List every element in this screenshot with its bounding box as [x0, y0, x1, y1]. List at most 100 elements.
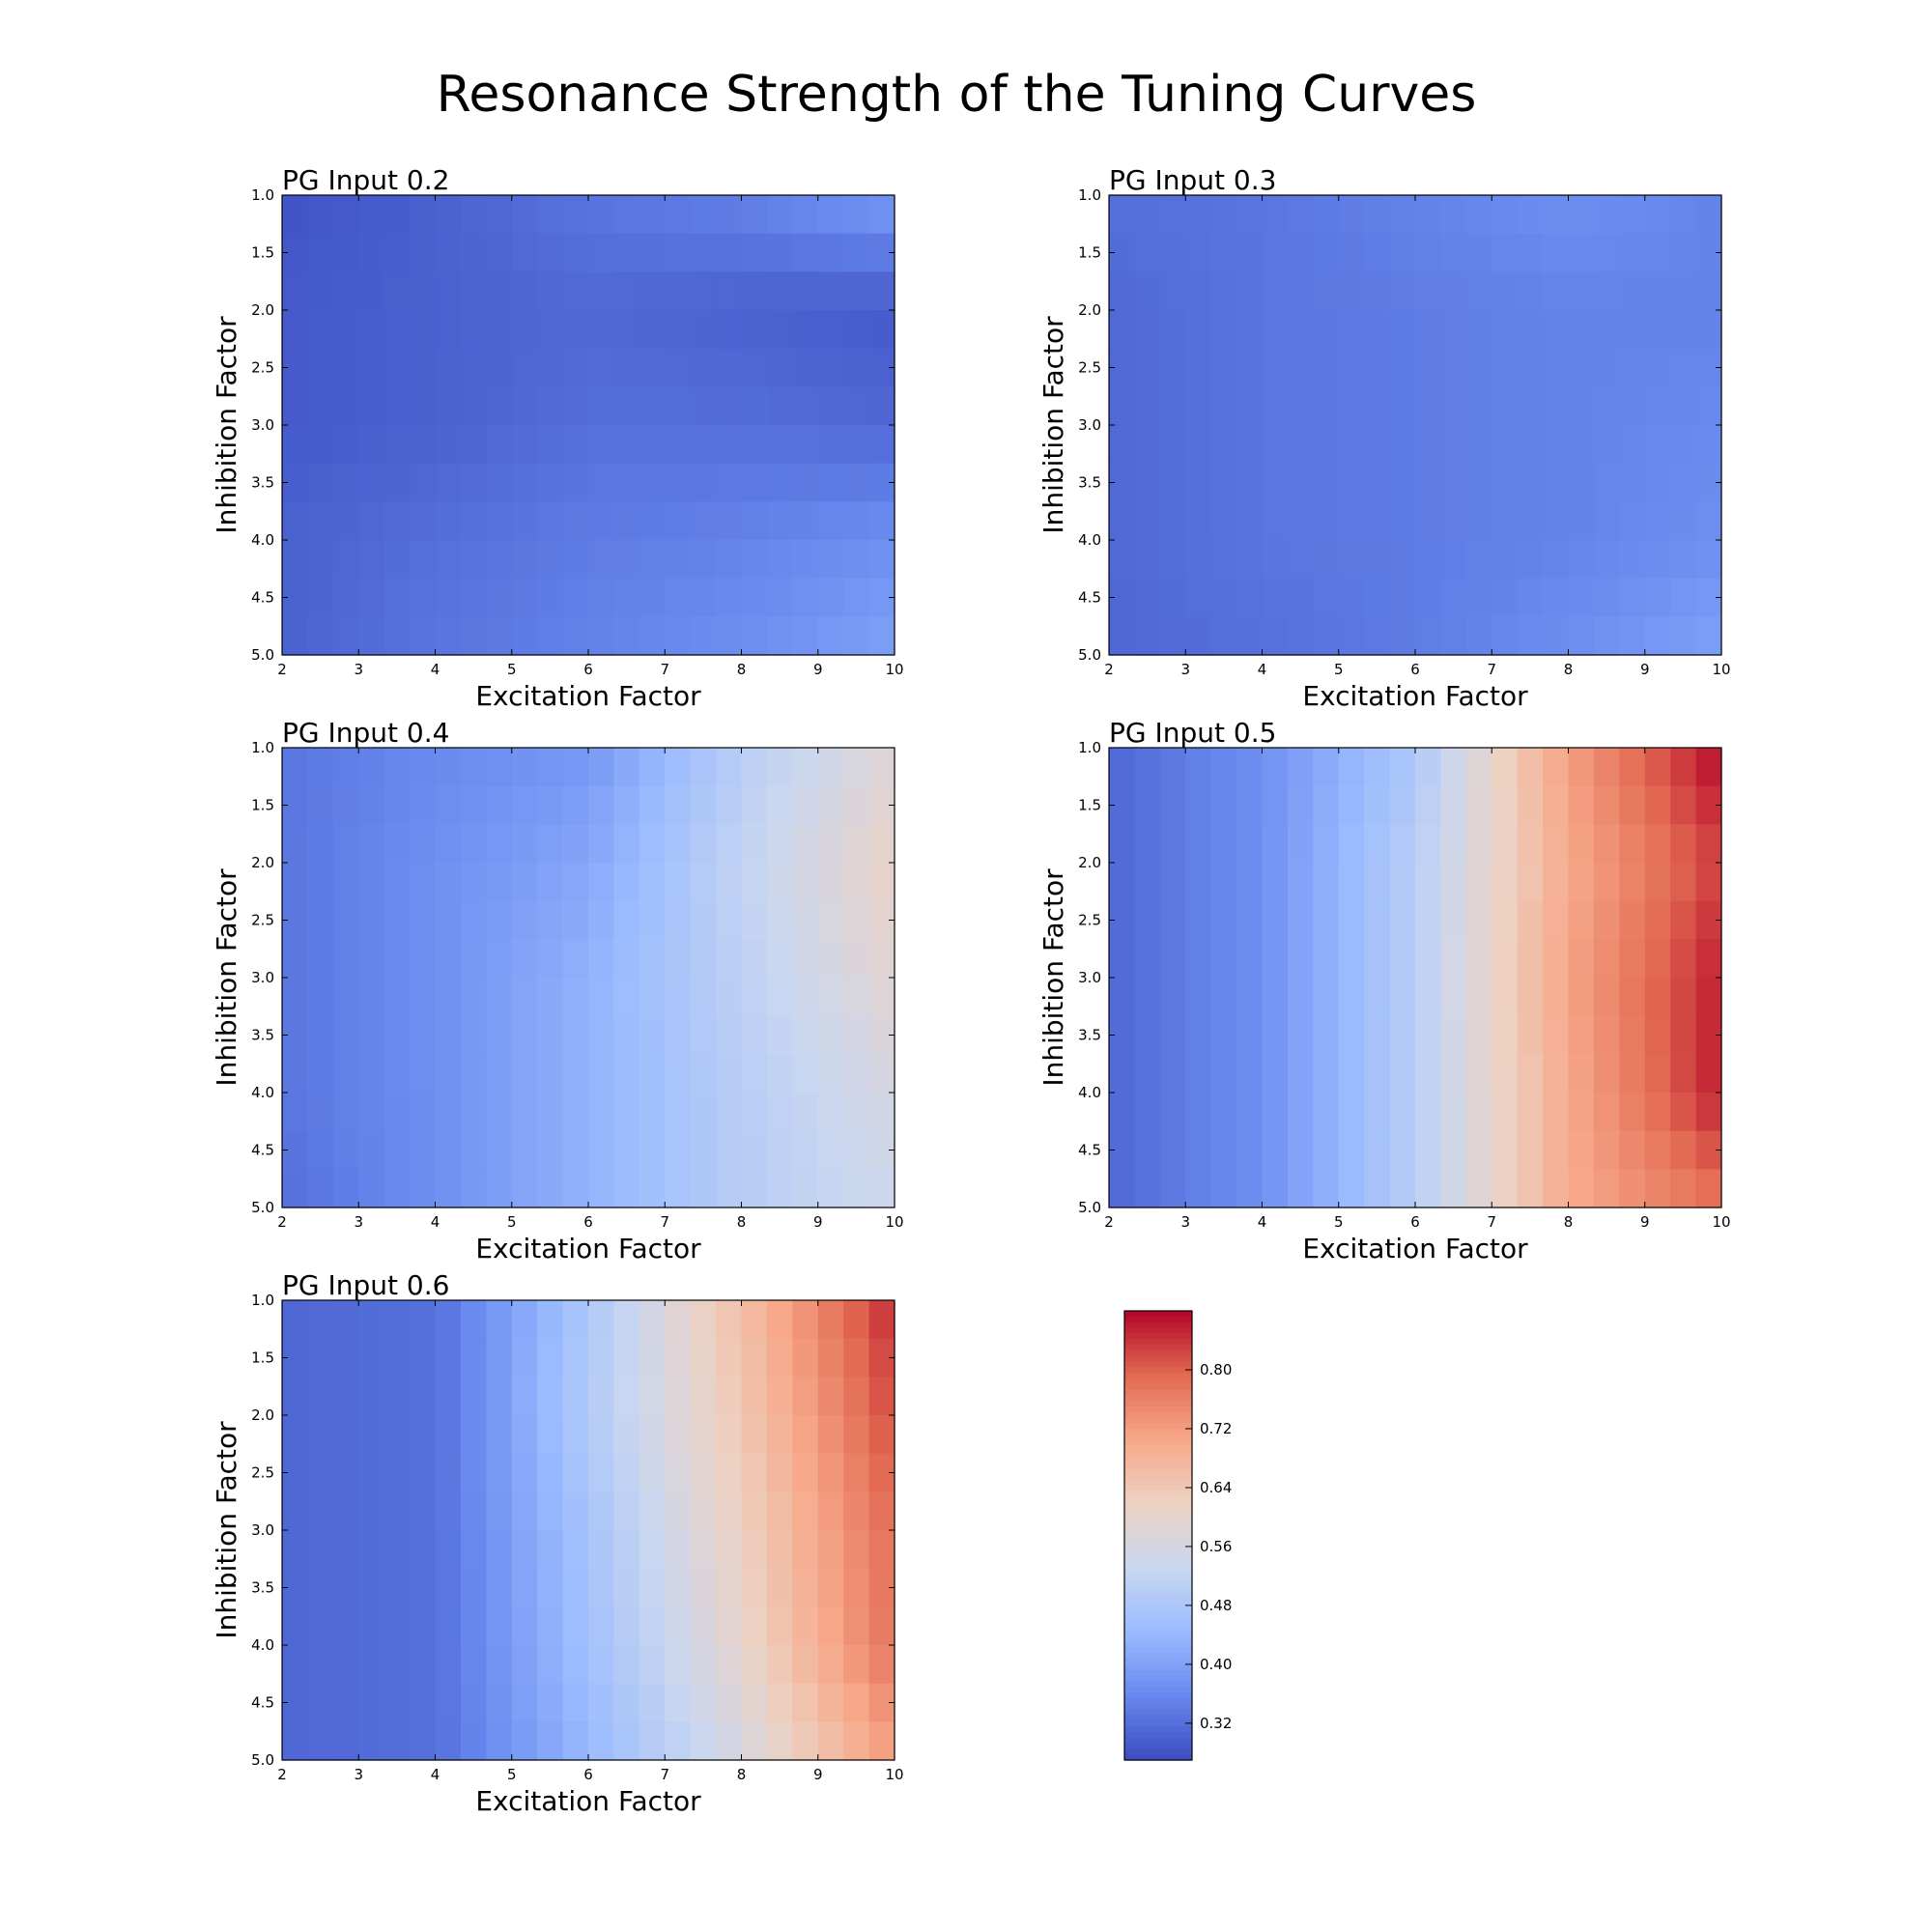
- heatmap-cell: [766, 1054, 793, 1094]
- heatmap-cell: [1593, 824, 1620, 864]
- heatmap-cell: [1338, 1169, 1365, 1208]
- heatmap-cell: [410, 540, 437, 580]
- heatmap-cell: [613, 785, 640, 825]
- x-axis-label: Excitation Factor: [475, 1785, 701, 1817]
- heatmap-cell: [511, 1492, 538, 1531]
- heatmap-cell: [639, 386, 666, 426]
- heatmap-cell: [562, 578, 589, 617]
- panel-title: PG Input 0.5: [1109, 717, 1276, 749]
- colorbar-strip: [1124, 1350, 1192, 1357]
- heatmap-cell: [384, 939, 411, 979]
- heatmap-cell: [1619, 310, 1646, 350]
- heatmap-cell: [307, 425, 334, 465]
- heatmap-cell: [358, 1645, 385, 1685]
- heatmap-cell: [1619, 578, 1646, 617]
- heatmap-cell: [460, 900, 487, 940]
- heatmap-cell: [1619, 271, 1646, 311]
- heatmap-cell: [1465, 348, 1492, 387]
- heatmap-cell: [410, 386, 437, 426]
- heatmap-cell: [1619, 425, 1646, 465]
- heatmap-cell: [1644, 348, 1671, 387]
- heatmap-cell: [766, 1606, 793, 1646]
- heatmap-cell: [410, 425, 437, 465]
- heatmap-cell: [562, 1453, 589, 1492]
- heatmap-cell: [1492, 578, 1519, 617]
- heatmap-cell: [1644, 540, 1671, 580]
- heatmap-cell: [843, 939, 870, 979]
- heatmap-cell: [1543, 1093, 1570, 1132]
- x-tick-label: 7: [660, 1213, 669, 1231]
- heatmap-cell: [1619, 900, 1646, 940]
- heatmap-cell: [665, 1015, 692, 1055]
- heatmap-cell: [435, 271, 462, 311]
- heatmap-cell: [1543, 785, 1570, 825]
- heatmap-cell: [868, 386, 895, 426]
- colorbar-strip: [1124, 1698, 1192, 1705]
- heatmap-cell: [460, 425, 487, 465]
- heatmap-cell: [1543, 824, 1570, 864]
- x-tick-label: 9: [1640, 1213, 1650, 1231]
- heatmap-cell: [358, 1338, 385, 1378]
- heatmap-cell: [690, 1721, 717, 1761]
- heatmap-cell: [1465, 1169, 1492, 1208]
- heatmap-cell: [1440, 310, 1467, 350]
- heatmap-cell: [792, 1130, 819, 1170]
- heatmap-cell: [716, 501, 743, 541]
- x-tick-label: 3: [1180, 1213, 1190, 1231]
- heatmap-cell: [332, 824, 359, 864]
- heatmap-cell: [1262, 271, 1289, 311]
- heatmap-cell: [486, 1606, 513, 1646]
- heatmap-cell: [766, 1093, 793, 1132]
- heatmap-cell: [766, 463, 793, 502]
- heatmap-cell: [1670, 271, 1697, 311]
- heatmap-cell: [1593, 1015, 1620, 1055]
- heatmap-cell: [613, 386, 640, 426]
- y-tick-label: 3.5: [1078, 1027, 1101, 1044]
- heatmap-cell: [307, 1093, 334, 1132]
- heatmap-cell: [410, 1300, 437, 1340]
- heatmap-cell: [282, 501, 309, 541]
- heatmap-cell: [690, 1015, 717, 1055]
- heatmap-cell: [639, 195, 666, 235]
- heatmap-cell: [1159, 1054, 1186, 1094]
- heatmap-cell: [1465, 425, 1492, 465]
- heatmap-cell: [562, 900, 589, 940]
- heatmap-cell: [1593, 233, 1620, 272]
- heatmap-cell: [1236, 1169, 1264, 1208]
- heatmap-cell: [1568, 233, 1595, 272]
- heatmap-cell: [588, 271, 615, 311]
- heatmap-cell: [1389, 785, 1416, 825]
- heatmap-cell: [1619, 463, 1646, 502]
- heatmap-cell: [868, 1300, 895, 1340]
- colorbar-strip: [1124, 1519, 1192, 1525]
- heatmap-cell: [460, 1415, 487, 1455]
- heatmap-cell: [613, 463, 640, 502]
- heatmap-cell: [486, 1169, 513, 1208]
- heatmap-cell: [562, 310, 589, 350]
- heatmap-cell: [307, 1169, 334, 1208]
- heatmap-cell: [332, 1683, 359, 1722]
- colorbar-strip: [1124, 1687, 1192, 1693]
- y-tick-label: 4.0: [1078, 1084, 1101, 1101]
- heatmap-cell: [332, 978, 359, 1017]
- heatmap-cell: [1670, 310, 1697, 350]
- heatmap-cell: [486, 310, 513, 350]
- colorbar-strip: [1124, 1339, 1192, 1346]
- heatmap-cell: [1593, 195, 1620, 235]
- heatmap-cell: [1543, 978, 1570, 1017]
- heatmap-cell: [1670, 1093, 1697, 1132]
- heatmap-cell: [511, 1568, 538, 1607]
- heatmap-cell: [1389, 540, 1416, 580]
- heatmap-cell: [690, 386, 717, 426]
- heatmap-cell: [1670, 425, 1697, 465]
- heatmap-cell: [1440, 1093, 1467, 1132]
- heatmap-cell: [1440, 1054, 1467, 1094]
- heatmap-cell: [1492, 1054, 1519, 1094]
- heatmap-cell: [1262, 463, 1289, 502]
- heatmap-cell: [1593, 616, 1620, 656]
- heatmap-cell: [613, 271, 640, 311]
- heatmap-cell: [1236, 785, 1264, 825]
- heatmap-cell: [588, 1530, 615, 1570]
- colorbar-strip: [1124, 1401, 1192, 1407]
- heatmap-cell: [665, 386, 692, 426]
